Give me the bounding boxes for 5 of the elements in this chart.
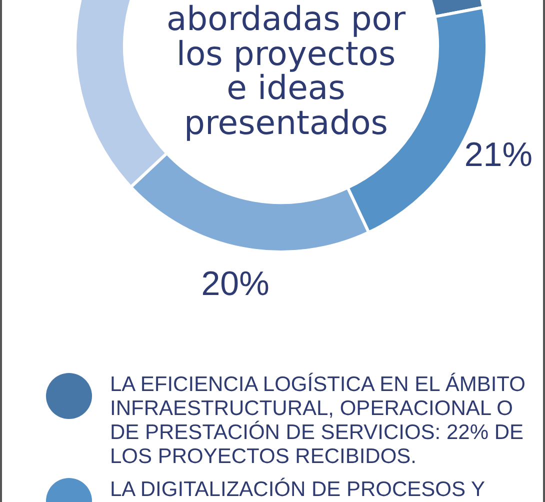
data-label: 20% [201,265,270,304]
text: abordadas por los proyectos e ideas presentados [165,0,407,142]
legend-label: LA EFICIENCIA LOGÍSTICA EN EL ÁMBITO INFRAESTRUCTURAL, OPERACIONAL O DE PRESTACIÓN DE SERVICIOS: 22% DE LOS PROYECTOS RECIBIDOS. [110,373,526,469]
data-label: 21% [464,136,532,174]
legend-label: LA DIGITALIZACIÓN DE PROCESOS Y [110,478,486,502]
